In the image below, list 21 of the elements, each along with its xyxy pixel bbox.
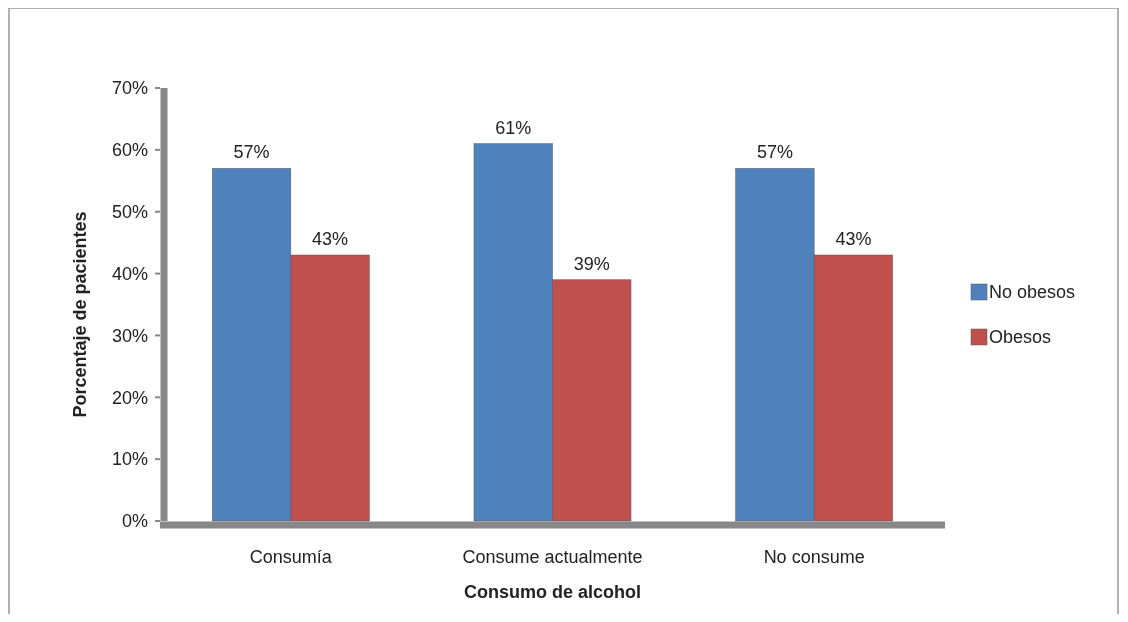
x-tick-label: Consumía (249, 547, 333, 567)
y-tick-label: 60% (111, 140, 148, 161)
data-label: 43% (312, 229, 349, 250)
y-tick-label: 30% (111, 325, 148, 346)
data-label: 57% (756, 142, 793, 163)
legend-label: No obesos (989, 282, 1076, 303)
y-tick-label: 10% (111, 449, 148, 470)
data-label: 61% (495, 117, 532, 138)
x-axis-title: Consumo de alcohol (463, 582, 642, 602)
y-tick-label: 40% (111, 263, 148, 284)
y-tick-label: 70% (111, 78, 148, 99)
x-tick-label: Consume actualmente (462, 547, 643, 567)
y-axis-title: Porcentaje de pacientes (70, 211, 90, 418)
data-label: 43% (835, 229, 872, 250)
data-label: 57% (233, 142, 270, 163)
data-label: 39% (573, 253, 610, 274)
legend-label: Obesos (989, 327, 1052, 348)
x-tick-label: No consume (763, 547, 865, 567)
y-tick-label: 0% (121, 511, 148, 532)
y-tick-label: 20% (111, 387, 148, 408)
y-tick-label: 50% (111, 202, 148, 223)
